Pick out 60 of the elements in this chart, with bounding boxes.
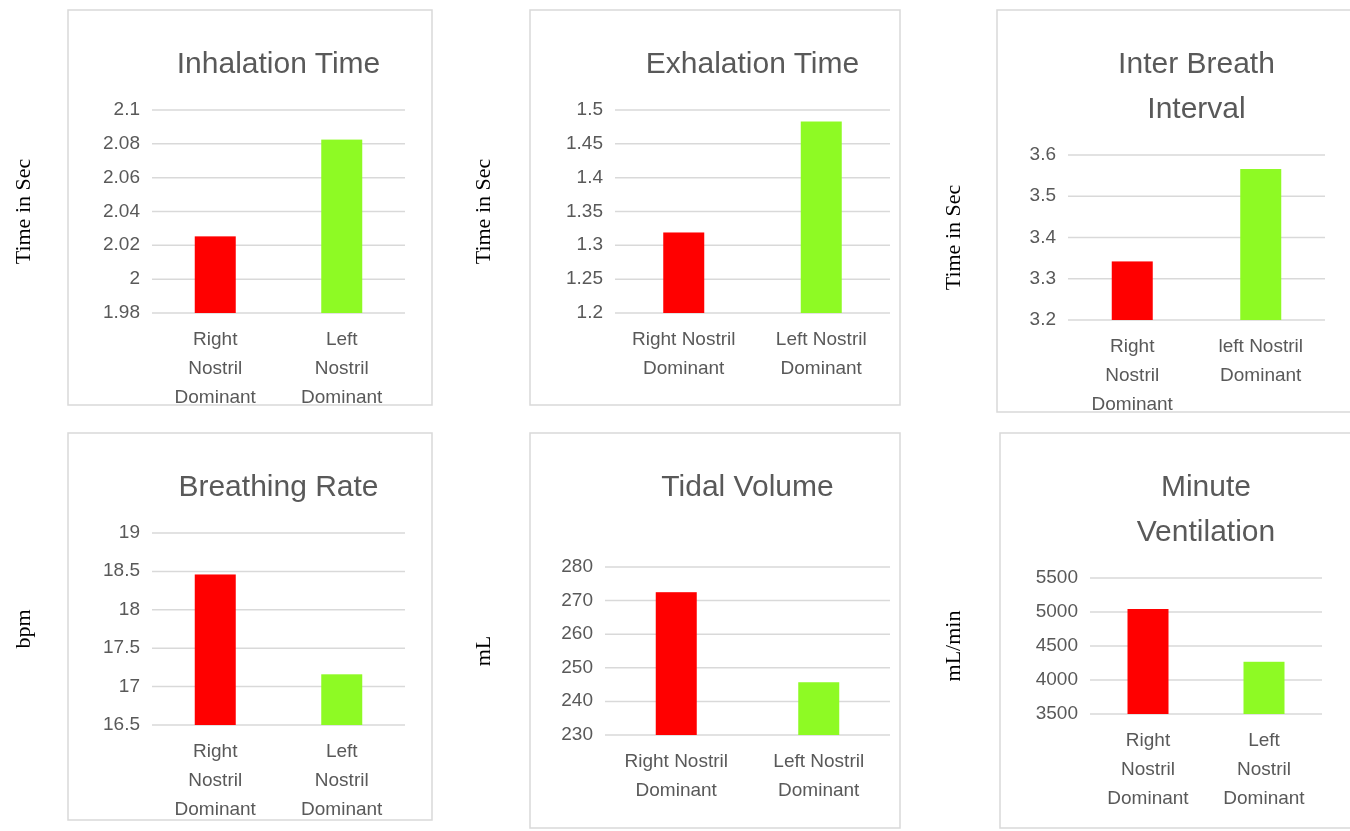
y-tick-label: 2.04 <box>103 199 141 221</box>
x-tick-label: Right Nostril Dominant <box>624 750 728 800</box>
y-tick-label: 18 <box>118 597 140 619</box>
y-tick-label: 2 <box>129 267 140 289</box>
y-tick-label: 1.98 <box>103 301 140 323</box>
y-tick-label: 1.5 <box>576 98 603 120</box>
y-tick-label: 1.25 <box>566 267 603 289</box>
y-tick-label: 1.4 <box>576 165 604 187</box>
y-tick-label: 3.3 <box>1029 266 1056 288</box>
y-tick-label: 3.6 <box>1029 143 1056 165</box>
chart-title: Inter Breath Interval <box>1118 45 1275 124</box>
x-tick-label: Right Nostril Dominant <box>174 740 257 819</box>
y-axis-title: mL <box>470 635 496 667</box>
y-tick-label: 18.5 <box>103 559 140 581</box>
y-tick-label: 270 <box>561 588 593 610</box>
y-tick-label: 3.4 <box>1029 225 1057 247</box>
chart-title: Inhalation Time <box>176 45 381 79</box>
y-tick-label: 16.5 <box>103 713 140 735</box>
y-tick-label: 3.5 <box>1029 184 1056 206</box>
x-tick-label: Left Nostril Dominant <box>301 328 384 407</box>
x-tick-label: Left Nostril Dominant <box>775 328 867 378</box>
chart-title: Minute Ventilation <box>1136 468 1276 547</box>
y-tick-label: 2.02 <box>103 233 140 255</box>
x-tick-label: left Nostril Dominant <box>1218 335 1303 385</box>
x-tick-label: Left Nostril Dominant <box>1223 729 1306 808</box>
y-tick-label: 3500 <box>1035 702 1078 724</box>
y-tick-label: 250 <box>561 655 593 677</box>
y-tick-label: 2.08 <box>103 131 140 153</box>
y-tick-label: 1.45 <box>566 131 603 153</box>
y-tick-label: 5500 <box>1035 566 1078 588</box>
y-tick-label: 260 <box>561 622 593 644</box>
y-tick-label: 4500 <box>1035 634 1078 656</box>
y-tick-label: 1.3 <box>576 233 603 255</box>
y-tick-label: 240 <box>561 689 593 711</box>
y-axis-title: bpm <box>10 609 36 649</box>
chart-title: Breathing Rate <box>178 468 379 502</box>
x-tick-label: Left Nostril Dominant <box>301 740 384 819</box>
x-tick-label: Right Nostril Dominant <box>1107 729 1190 808</box>
y-tick-label: 2.1 <box>113 98 140 120</box>
y-tick-label: 4000 <box>1035 668 1078 690</box>
y-tick-label: 17.5 <box>103 636 140 658</box>
x-tick-label: Right Nostril Dominant <box>632 328 736 378</box>
x-tick-label: Right Nostril Dominant <box>1091 335 1174 414</box>
y-tick-label: 230 <box>561 723 593 745</box>
y-tick-label: 2.06 <box>103 165 140 187</box>
y-axis-title: Time in Sec <box>470 158 496 265</box>
y-tick-label: 19 <box>118 521 140 543</box>
y-axis-title: mL/min <box>940 610 966 682</box>
x-tick-label: Right Nostril Dominant <box>174 328 257 407</box>
y-tick-label: 5000 <box>1035 600 1078 622</box>
y-tick-label: 1.35 <box>566 199 603 221</box>
y-tick-label: 3.2 <box>1029 308 1056 330</box>
y-axis-title: Time in Sec <box>940 184 966 291</box>
y-axis-title: Time in Sec <box>10 158 36 265</box>
x-tick-label: Left Nostril Dominant <box>773 750 865 800</box>
chart-title: Exhalation Time <box>645 45 860 79</box>
y-tick-label: 17 <box>118 674 140 696</box>
chart-title: Tidal Volume <box>661 468 834 502</box>
y-tick-label: 280 <box>561 555 593 577</box>
y-tick-label: 1.2 <box>576 301 603 323</box>
